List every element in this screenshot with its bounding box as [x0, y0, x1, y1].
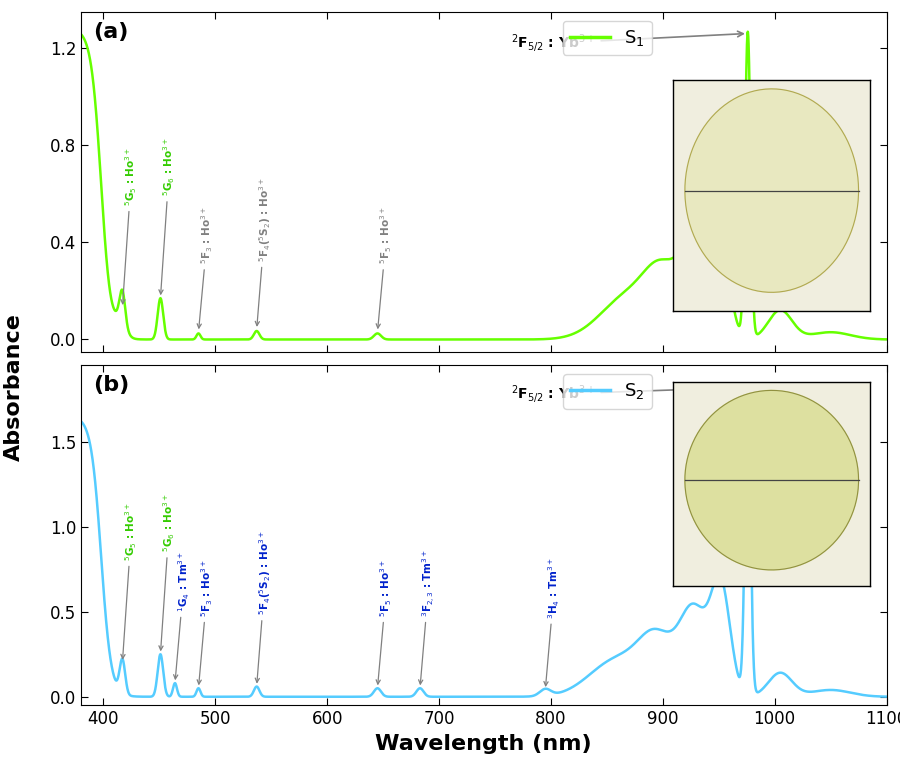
Text: $^5$F$_4$($^5$S$_2$) : Ho$^{3+}$: $^5$F$_4$($^5$S$_2$) : Ho$^{3+}$	[256, 177, 274, 326]
Text: $^1$G$_4$ : Tm$^{3+}$: $^1$G$_4$ : Tm$^{3+}$	[174, 550, 192, 679]
Text: Absorbance: Absorbance	[4, 314, 23, 461]
Text: $^5$F$_5$ : Ho$^{3+}$: $^5$F$_5$ : Ho$^{3+}$	[376, 559, 394, 684]
Text: $^3$F$_{2,3}$ : Tm$^{3+}$: $^3$F$_{2,3}$ : Tm$^{3+}$	[418, 549, 437, 684]
X-axis label: Wavelength (nm): Wavelength (nm)	[375, 734, 592, 753]
Legend: S$_2$: S$_2$	[563, 374, 652, 408]
Text: $^2$F$_{5/2}$ : Yb$^{3+}$: $^2$F$_{5/2}$ : Yb$^{3+}$	[511, 384, 743, 405]
Text: $^5$F$_4$($^5$S$_2$) : Ho$^{3+}$: $^5$F$_4$($^5$S$_2$) : Ho$^{3+}$	[256, 530, 274, 682]
Text: (b): (b)	[93, 375, 130, 395]
Text: $^5$F$_3$ : Ho$^{3+}$: $^5$F$_3$ : Ho$^{3+}$	[197, 559, 215, 684]
Text: $^5$G$_6$ : Ho$^{3+}$: $^5$G$_6$ : Ho$^{3+}$	[159, 493, 177, 650]
Text: $^5$G$_5$ : Ho$^{3+}$: $^5$G$_5$ : Ho$^{3+}$	[121, 501, 140, 659]
Text: $^5$F$_5$ : Ho$^{3+}$: $^5$F$_5$ : Ho$^{3+}$	[376, 206, 394, 328]
Text: $^5$F$_3$ : Ho$^{3+}$: $^5$F$_3$ : Ho$^{3+}$	[197, 206, 215, 328]
Legend: S$_1$: S$_1$	[562, 21, 652, 55]
Text: $^5$G$_6$ : Ho$^{3+}$: $^5$G$_6$ : Ho$^{3+}$	[159, 137, 177, 294]
Text: $^2$F$_{5/2}$ : Yb$^{3+}$: $^2$F$_{5/2}$ : Yb$^{3+}$	[511, 31, 743, 54]
Text: $^5$G$_5$ : Ho$^{3+}$: $^5$G$_5$ : Ho$^{3+}$	[121, 146, 140, 304]
Text: (a): (a)	[93, 22, 129, 42]
Text: $^3$H$_4$ : Tm$^{3+}$: $^3$H$_4$ : Tm$^{3+}$	[544, 557, 562, 686]
